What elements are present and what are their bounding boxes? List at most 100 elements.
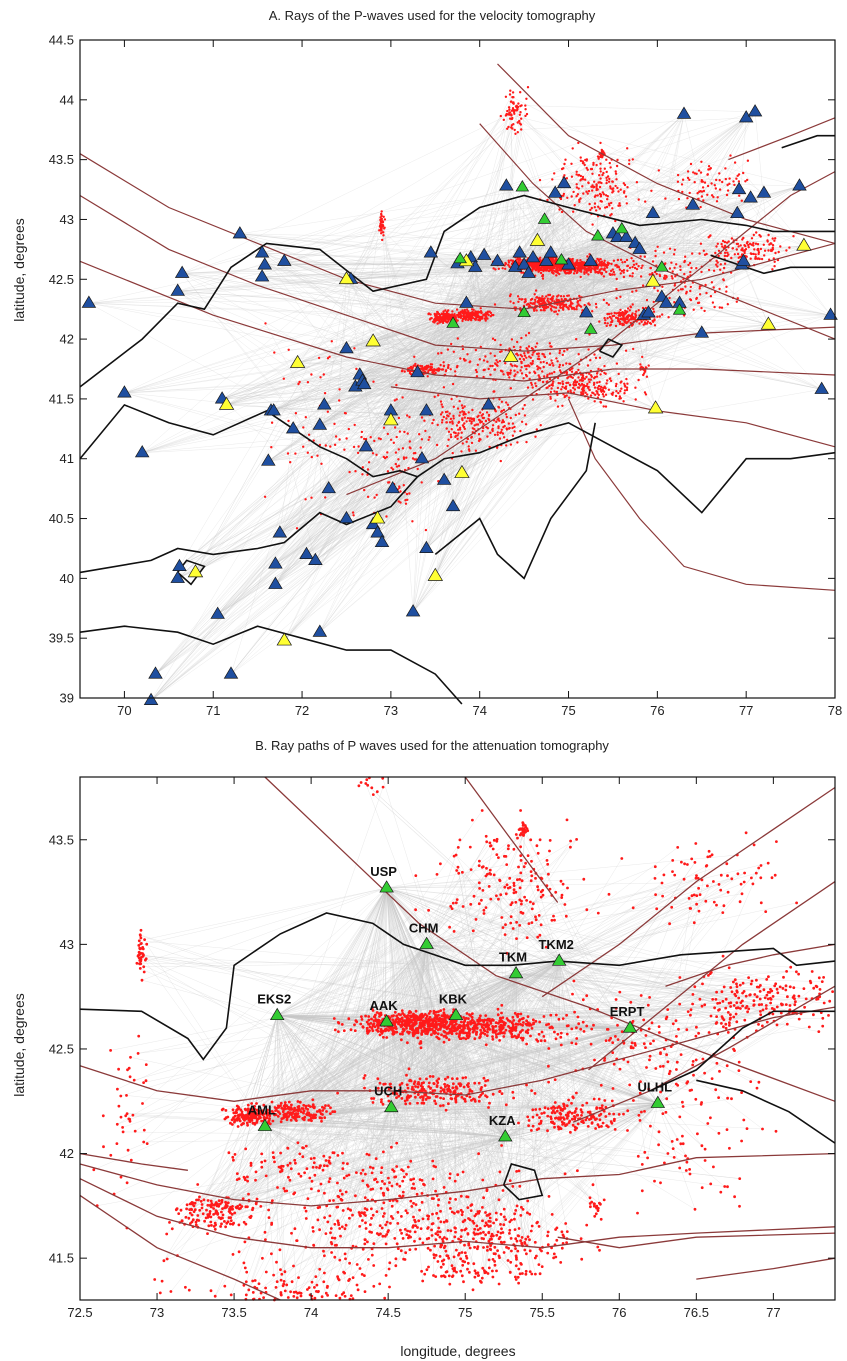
panel-a-x-ticks: 70 71 72 73 74 75 76 77 78 [117, 40, 842, 718]
station-marker-blue [370, 525, 385, 538]
station-chm: CHM [409, 920, 438, 949]
y-tick-label: 44.5 [49, 33, 74, 48]
station-label: KZA [489, 1113, 516, 1128]
station-marker-blue [747, 104, 763, 117]
station-marker-blue [610, 229, 625, 242]
y-tick-label: 41.5 [49, 391, 74, 406]
station-ulhl: ULHL [637, 1079, 672, 1108]
y-tick-label: 42.5 [49, 1041, 74, 1056]
station-marker [508, 965, 524, 979]
fault-line [346, 171, 836, 496]
x-tick-label: 73 [150, 1305, 164, 1320]
station-marker-blue [277, 253, 292, 266]
station-marker-blue [257, 257, 273, 270]
station-marker-blue [410, 364, 425, 378]
fault-line [696, 1257, 836, 1280]
country-border [79, 625, 463, 705]
fault-line [264, 776, 836, 1102]
panel-a-title: A. Rays of the P-waves used for the velo… [269, 8, 596, 23]
panel-b-ylabel: latitude, degrees [11, 993, 27, 1097]
station-marker-blue [730, 205, 745, 219]
x-tick-label: 76 [612, 1305, 626, 1320]
y-tick-label: 39 [60, 691, 74, 706]
station-marker-yellow [338, 271, 355, 285]
station-marker-yellow [796, 237, 812, 251]
panel-a-stations [81, 104, 838, 705]
station-marker-blue [339, 510, 354, 524]
x-tick-label: 75.5 [530, 1305, 555, 1320]
station-marker-blue [308, 552, 323, 565]
station-marker-blue [272, 525, 288, 538]
station-marker-blue [356, 376, 372, 390]
country-border [79, 194, 835, 388]
station-marker-green [515, 179, 530, 192]
station-marker-blue [543, 245, 559, 258]
station-marker [379, 1014, 394, 1027]
station-marker-yellow [529, 232, 546, 246]
fault-line [572, 985, 836, 1123]
panel-a-ray-paths [88, 90, 831, 701]
station-marker-green [591, 229, 605, 241]
panel-b-stations: USP CHM TKM TKM2 EKS2 AAK KBK ERPT UCH ULHL AML KZA [248, 864, 672, 1142]
country-border [417, 421, 836, 514]
station-erpt: ERPT [610, 1004, 644, 1033]
station-marker-blue [756, 185, 772, 198]
panel-a-ylabel: latitude, degrees [11, 218, 27, 322]
country-border [434, 422, 596, 580]
panel-b-y-ticks: 41.5 42 42.5 43 43.5 [49, 832, 835, 1266]
fault-line [541, 786, 836, 998]
station-marker-yellow [647, 400, 664, 414]
y-tick-label: 42 [60, 1146, 74, 1161]
country-border [177, 559, 206, 586]
panel-b-frame [79, 776, 836, 1301]
station-marker-blue [143, 692, 159, 705]
station-marker-yellow [383, 412, 399, 426]
fault-line [567, 398, 836, 591]
y-tick-label: 43.5 [49, 832, 74, 847]
station-label: UCH [374, 1084, 402, 1099]
country-border [649, 1010, 835, 1092]
panel-a-velocity-rays: A. Rays of the P-waves used for the velo… [11, 8, 842, 718]
country-border [502, 1163, 544, 1201]
station-marker-blue [685, 197, 701, 210]
x-tick-label: 74.5 [376, 1305, 401, 1320]
station-marker-blue [459, 295, 474, 308]
station-uch: UCH [374, 1084, 402, 1113]
country-border [79, 403, 419, 574]
station-marker-blue [170, 283, 185, 296]
station-marker-blue [210, 606, 225, 619]
station-kza: KZA [489, 1113, 516, 1142]
station-marker [650, 1095, 666, 1108]
station-marker-blue [512, 245, 527, 258]
fault-line [79, 1152, 188, 1171]
station-marker-blue [223, 666, 239, 679]
panel-a-y-ticks: 39 39.5 40 40.5 41 41.5 42 42.5 43 43.5 44 44.5 [49, 33, 835, 706]
station-marker-blue [516, 257, 532, 270]
station-marker [448, 1007, 464, 1021]
x-tick-label: 76.5 [684, 1305, 709, 1320]
station-marker-blue [823, 307, 838, 320]
station-marker-blue [254, 245, 270, 258]
y-tick-label: 41 [60, 451, 74, 466]
y-tick-label: 40.5 [49, 511, 74, 526]
station-marker-blue [339, 340, 354, 354]
station-marker-yellow [369, 510, 386, 524]
x-tick-label: 74 [304, 1305, 318, 1320]
x-tick-label: 73 [384, 703, 398, 718]
station-marker-blue [731, 181, 747, 195]
x-tick-label: 77 [739, 703, 753, 718]
station-marker-green [554, 252, 569, 265]
station-marker-yellow [645, 273, 661, 287]
station-marker-yellow [187, 564, 204, 578]
station-marker-green [583, 322, 598, 334]
station-marker-blue [312, 624, 328, 637]
station-usp: USP [370, 864, 397, 893]
fault-line [79, 194, 836, 352]
station-marker-blue [374, 534, 390, 548]
station-marker-blue [316, 397, 332, 410]
station-marker [498, 1129, 513, 1142]
station-marker-blue [632, 241, 647, 254]
y-tick-label: 39.5 [49, 631, 74, 646]
station-marker-blue [254, 269, 270, 282]
